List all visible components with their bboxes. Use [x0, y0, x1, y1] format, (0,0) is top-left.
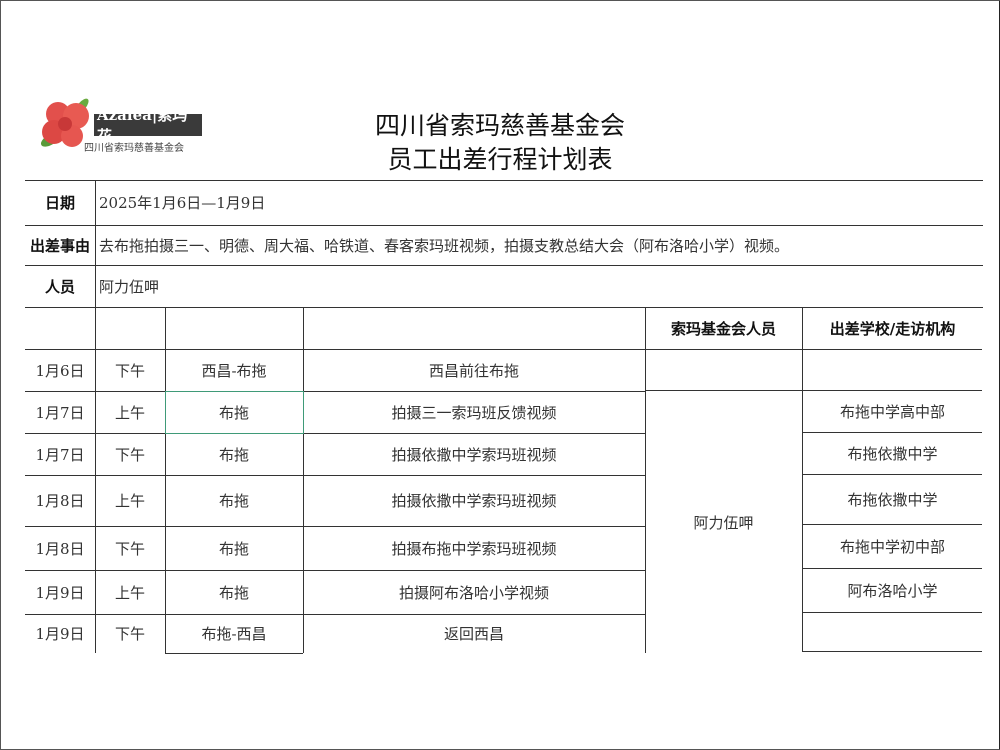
rule [802, 568, 982, 569]
row-school: 布拖依撒中学 [847, 490, 938, 509]
row-date: 1月9日 [35, 625, 85, 643]
rule [802, 307, 803, 651]
row-place: 西昌-布拖 [201, 361, 267, 380]
row-place: 布拖 [218, 583, 249, 602]
row-period: 上午 [114, 492, 145, 510]
row-task: 拍摄阿布洛哈小学视频 [398, 583, 549, 602]
row-period: 下午 [114, 539, 145, 558]
page-subtitle: 员工出差行程计划表 [387, 145, 613, 174]
row-school: 阿布洛哈小学 [847, 581, 938, 600]
row-task: 拍摄依撒中学索玛班视频 [391, 445, 557, 464]
staff-value: 阿力伍呷 [99, 277, 160, 296]
row-task: 拍摄依撒中学索玛班视频 [391, 492, 557, 510]
rule [25, 526, 645, 527]
rule [645, 307, 646, 653]
row-period: 上午 [114, 583, 145, 602]
row-date: 1月8日 [35, 492, 85, 510]
row-school: 布拖中学高中部 [839, 402, 945, 421]
rule [25, 391, 645, 392]
row-period: 下午 [114, 445, 145, 464]
row-place: 布拖 [218, 539, 249, 558]
row-place: 布拖-西昌 [201, 625, 267, 643]
rule [645, 390, 802, 391]
rule [25, 307, 983, 308]
date-value: 2025年1月6日—1月9日 [99, 194, 266, 212]
page-title: 四川省索玛慈善基金会 [374, 111, 625, 140]
logo-brand: Azalea|索玛花 [94, 106, 202, 145]
row-period: 下午 [114, 625, 145, 643]
row-period: 上午 [114, 403, 145, 422]
rule [25, 349, 982, 350]
rule [802, 432, 982, 433]
row-school: 布拖依撒中学 [847, 444, 938, 463]
row-date: 1月9日 [35, 583, 85, 602]
azalea-flower-icon [40, 98, 89, 147]
rule [165, 307, 166, 653]
date-label: 日期 [44, 194, 75, 212]
rule [25, 180, 983, 181]
reason-label: 出差事由 [29, 236, 90, 255]
row-date: 1月6日 [35, 361, 85, 380]
merged-staff: 阿力伍呷 [693, 513, 754, 532]
rule [25, 265, 983, 266]
rule [802, 651, 982, 652]
reason-value: 去布拖拍摄三一、明德、周大福、哈铁道、春客索玛班视频，拍摄支教总结大会（阿布洛哈… [99, 236, 790, 255]
staff-label: 人员 [44, 277, 75, 296]
rule [165, 653, 303, 654]
row-place: 布拖 [218, 445, 249, 464]
rule [802, 390, 982, 391]
logo-subtitle: 四川省索玛慈善基金会 [84, 143, 184, 154]
selected-cell[interactable] [165, 391, 304, 434]
row-period: 下午 [114, 361, 145, 380]
rule [303, 307, 304, 653]
row-school: 布拖中学初中部 [839, 537, 945, 556]
rule [802, 612, 982, 613]
rule [25, 614, 645, 615]
row-task: 返回西昌 [443, 625, 504, 643]
row-date: 1月8日 [35, 539, 85, 558]
row-task: 拍摄布拖中学索玛班视频 [391, 539, 557, 558]
row-task: 西昌前往布拖 [428, 361, 519, 380]
rule [25, 570, 645, 571]
rule [25, 225, 983, 226]
row-place: 布拖 [218, 403, 249, 422]
header-school: 出差学校/走访机构 [829, 319, 956, 338]
row-school [802, 612, 983, 651]
row-school [802, 349, 983, 390]
rule [25, 433, 645, 434]
row-place: 布拖 [218, 492, 249, 510]
header-staff: 索玛基金会人员 [670, 319, 776, 338]
row-date: 1月7日 [35, 445, 85, 464]
row-task: 拍摄三一索玛班反馈视频 [391, 403, 557, 422]
rule [25, 475, 645, 476]
rule [95, 180, 96, 653]
rule [802, 524, 982, 525]
rule [802, 474, 982, 475]
row-date: 1月7日 [35, 403, 85, 422]
